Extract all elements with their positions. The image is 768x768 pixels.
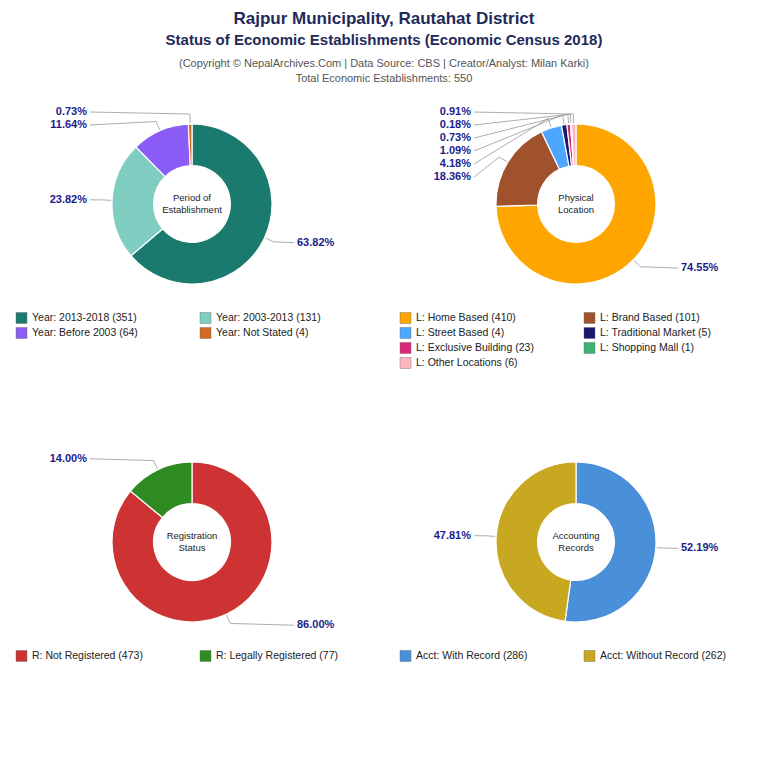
legend: Year: 2013-2018 (351) Year: 2003-2013 (13… xyxy=(16,311,321,339)
legend-swatch xyxy=(400,313,411,324)
leader-line xyxy=(657,547,678,549)
leader-line xyxy=(474,114,569,138)
title: Rajpur Municipality, Rautahat District xyxy=(233,9,534,28)
legend-swatch xyxy=(584,651,595,662)
background xyxy=(0,0,768,768)
center-label: Records xyxy=(558,542,594,553)
data-label: 0.91% xyxy=(440,105,471,117)
data-label: 0.18% xyxy=(440,118,471,130)
data-label: 86.00% xyxy=(297,618,335,630)
center-label: Establishment xyxy=(162,204,222,215)
donut-slice xyxy=(130,462,192,518)
legend-entry: L: Traditional Market (5) xyxy=(600,326,711,338)
legend: L: Home Based (410) L: Brand Based (101) L… xyxy=(400,311,711,369)
legend-entry: Year: Before 2003 (64) xyxy=(32,326,138,338)
leader-line xyxy=(90,459,158,469)
donut-slice xyxy=(188,124,192,166)
legend: R: Not Registered (473) R: Legally Regist… xyxy=(16,649,338,662)
legend-entry: L: Street Based (4) xyxy=(416,326,504,338)
subtitle: Total Economic Establishments: 550 xyxy=(296,72,473,84)
leader-line xyxy=(90,199,111,200)
legend-entry: L: Shopping Mall (1) xyxy=(600,341,694,353)
donut-chart: Period ofEstablishment 63.82% 23.82% 11.64%… xyxy=(16,105,335,339)
subtitle: (Copyright © NepalArchives.Com | Data So… xyxy=(179,57,589,69)
legend-swatch xyxy=(584,343,595,354)
legend-entry: Acct: With Record (286) xyxy=(416,649,527,661)
center-label: Status xyxy=(179,542,206,553)
leader-line xyxy=(90,122,160,130)
donut-chart: RegistrationStatus 86.00% 14.00% R: Not Reg… xyxy=(16,452,338,662)
leader-line xyxy=(226,615,294,625)
data-label: 52.19% xyxy=(681,541,719,553)
data-label: 0.73% xyxy=(440,131,471,143)
donut-chart: PhysicalLocation74.55%18.36%4.18%1.09%0.… xyxy=(400,105,719,369)
legend-entry: Year: Not Stated (4) xyxy=(216,326,308,338)
center-label: Period of xyxy=(173,192,211,203)
chart-page: Rajpur Municipality, Rautahat District St… xyxy=(0,0,768,768)
legend-swatch xyxy=(400,328,411,339)
legend: Acct: With Record (286) Acct: Without Rec… xyxy=(400,649,726,662)
data-label: 11.64% xyxy=(50,118,87,130)
data-label: 18.36% xyxy=(434,170,472,182)
legend-swatch xyxy=(584,313,595,324)
legend-swatch xyxy=(16,651,27,662)
legend-swatch xyxy=(400,651,411,662)
legend-entry: L: Brand Based (101) xyxy=(600,311,700,323)
legend-swatch xyxy=(400,343,411,354)
leader-line xyxy=(474,157,507,177)
data-label: 0.73% xyxy=(56,105,87,117)
data-label: 63.82% xyxy=(297,236,335,248)
leader-line xyxy=(474,118,551,164)
legend-entry: Year: 2013-2018 (351) xyxy=(32,311,137,323)
leader-line xyxy=(90,112,190,123)
legend-entry: L: Home Based (410) xyxy=(416,311,516,323)
data-label: 47.81% xyxy=(434,529,472,541)
data-label: 4.18% xyxy=(440,157,471,169)
donut-slice xyxy=(571,124,576,166)
leader-line xyxy=(265,238,294,243)
donut-chart: AccountingRecords 52.19% 47.81% Acct: With … xyxy=(400,462,726,662)
legend-entry: Year: 2003-2013 (131) xyxy=(216,311,321,323)
legend-entry: R: Legally Registered (77) xyxy=(216,649,338,661)
legend-swatch xyxy=(200,651,211,662)
legend-swatch xyxy=(400,358,411,369)
data-label: 74.55% xyxy=(681,261,719,273)
legend-entry: L: Exclusive Building (23) xyxy=(416,341,534,353)
donut-slice xyxy=(112,462,272,622)
legend-swatch xyxy=(200,328,211,339)
leader-line xyxy=(474,115,564,151)
leader-line xyxy=(474,535,495,537)
legend-entry: R: Not Registered (473) xyxy=(32,649,143,661)
legend-entry: L: Other Locations (6) xyxy=(416,356,518,368)
donut-slice xyxy=(496,124,656,284)
data-label: 23.82% xyxy=(50,193,88,205)
legend-entry: Acct: Without Record (262) xyxy=(600,649,726,661)
center-label: Registration xyxy=(167,530,218,541)
donut-slice xyxy=(136,124,190,177)
leader-line xyxy=(634,260,678,268)
center-label: Physical xyxy=(558,192,593,203)
legend-swatch xyxy=(16,313,27,324)
data-label: 1.09% xyxy=(440,144,471,156)
center-label: Location xyxy=(558,204,594,215)
center-label: Accounting xyxy=(552,530,599,541)
legend-swatch xyxy=(16,328,27,339)
data-label: 14.00% xyxy=(50,452,88,464)
legend-swatch xyxy=(584,328,595,339)
legend-swatch xyxy=(200,313,211,324)
title: Status of Economic Establishments (Econo… xyxy=(166,31,603,48)
leader-line xyxy=(474,112,574,123)
leader-line xyxy=(474,114,571,125)
